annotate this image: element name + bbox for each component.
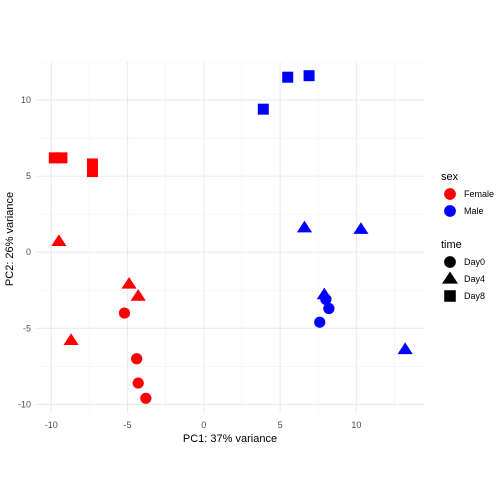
data-point-male-day8 [282, 71, 294, 83]
data-point-female-day4 [121, 276, 137, 289]
data-point-male-day8 [257, 103, 269, 115]
x-tick-label: 0 [201, 420, 206, 430]
x-axis-title: PC1: 37% variance [183, 433, 277, 445]
data-point-male-day0 [320, 293, 332, 305]
legend-key-male [444, 205, 456, 217]
axis-ticks: -10 -5 0 5 10 -10 -5 0 5 10 [18, 95, 361, 430]
legend-label: Day0 [464, 257, 485, 267]
data-point-female-day8 [48, 152, 60, 164]
data-point-female-day4 [51, 234, 67, 247]
legend-title: sex [441, 171, 459, 183]
data-point-female-day0 [118, 307, 131, 319]
y-tick-label: 10 [21, 95, 31, 105]
legend-key-female [444, 188, 456, 200]
legend-title: time [441, 239, 462, 251]
legend-label: Day4 [464, 274, 485, 284]
data-point-male-day0 [323, 302, 335, 315]
legend-group-sex: sex Female Male [441, 171, 494, 217]
data-point-female-day8 [56, 152, 68, 164]
legend-label: Male [464, 206, 484, 216]
legend-key-day4 [442, 271, 458, 284]
data-point-female-day8 [86, 166, 98, 178]
data-points [48, 70, 413, 404]
data-point-female-day4 [63, 333, 79, 345]
data-point-male-day8 [303, 70, 315, 82]
grid-lines [36, 61, 425, 412]
x-tick-label: -10 [45, 420, 58, 430]
data-point-male-day4 [397, 342, 413, 355]
legend-label: Day8 [464, 291, 485, 301]
y-tick-label: -5 [23, 323, 31, 333]
data-point-female-day0 [140, 392, 152, 404]
y-tick-label: -10 [18, 399, 31, 409]
y-axis-title: PC2: 26% variance [4, 192, 16, 286]
data-point-male-day4 [353, 222, 369, 234]
y-tick-label: 0 [26, 247, 31, 257]
x-tick-label: 10 [351, 420, 361, 430]
data-point-female-day8 [86, 158, 98, 170]
data-point-female-day0 [131, 353, 143, 365]
x-tick-label: -5 [124, 420, 132, 430]
data-point-female-day4 [130, 289, 146, 301]
x-tick-label: 5 [278, 420, 283, 430]
legend-key-day0 [444, 256, 456, 268]
y-tick-label: 5 [26, 171, 31, 181]
data-point-female-day0 [132, 377, 144, 389]
data-point-male-day0 [314, 316, 326, 328]
legend-label: Female [464, 189, 494, 199]
legend-key-day8 [444, 290, 456, 302]
data-point-male-day4 [296, 220, 313, 233]
